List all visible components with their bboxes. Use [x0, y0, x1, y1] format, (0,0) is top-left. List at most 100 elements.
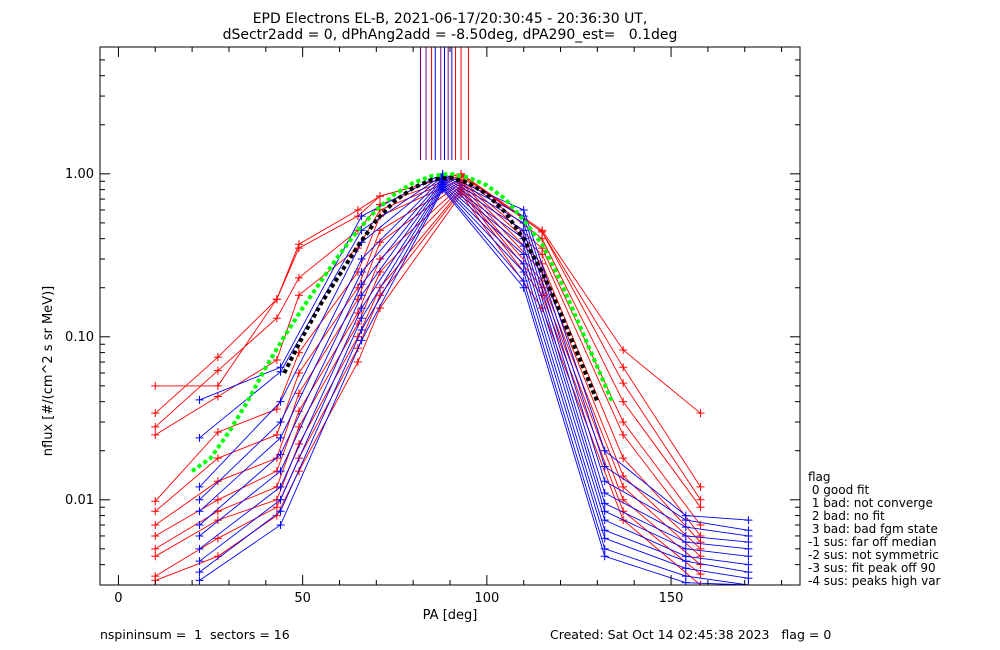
flag-legend-entry: 3 bad: bad fgm state	[808, 522, 938, 536]
data-point	[276, 507, 285, 516]
data-point	[519, 276, 528, 285]
flag-legend-entry: 2 bad: no fit	[808, 509, 885, 523]
data-point	[619, 379, 628, 388]
flag-legend-entry: -1 sus: far off median	[808, 535, 937, 549]
data-point	[213, 392, 222, 401]
data-point	[294, 273, 303, 282]
data-point	[195, 433, 204, 442]
flag-legend-entry: -3 sus: fit peak off 90	[808, 561, 936, 575]
data-point	[357, 267, 366, 276]
data-point	[151, 430, 160, 439]
data-point	[744, 538, 753, 547]
series-line	[199, 188, 749, 585]
data-point	[294, 389, 303, 398]
data-point	[357, 291, 366, 300]
data-point	[357, 280, 366, 289]
series-line	[154, 179, 701, 526]
data-point	[600, 552, 609, 561]
data-point	[600, 489, 609, 498]
data-point	[213, 534, 222, 543]
series-line	[155, 187, 701, 557]
flag-legend-entry: -2 sus: not symmetric	[808, 548, 939, 562]
data-point	[696, 552, 705, 561]
data-point	[195, 531, 204, 540]
series-line	[199, 174, 749, 531]
data-point	[276, 433, 285, 442]
data-point	[696, 409, 705, 418]
series-line	[155, 173, 701, 414]
data-point	[195, 544, 204, 553]
data-point	[357, 304, 366, 313]
data-point	[213, 454, 222, 463]
data-point	[538, 250, 547, 259]
data-point	[353, 283, 362, 292]
data-point	[357, 255, 366, 264]
data-point	[151, 531, 160, 540]
data-point	[272, 405, 281, 414]
data-point	[195, 521, 204, 530]
data-point	[744, 552, 753, 561]
footer-created-info: Created: Sat Oct 14 02:45:38 2023 flag =…	[550, 627, 832, 642]
data-point	[357, 212, 366, 221]
data-point	[294, 422, 303, 431]
data-point	[276, 495, 285, 504]
black-fit-curve	[282, 175, 600, 403]
data-point	[195, 557, 204, 566]
data-point	[195, 495, 204, 504]
data-point	[744, 581, 753, 585]
data-point	[519, 226, 528, 235]
data-point	[272, 356, 281, 365]
data-point	[213, 428, 222, 437]
series-line	[199, 185, 749, 579]
data-point	[681, 544, 690, 553]
data-point	[357, 336, 366, 345]
data-point	[619, 454, 628, 463]
data-point	[696, 503, 705, 512]
data-point	[744, 544, 753, 553]
data-point	[600, 462, 609, 471]
flag-legend-entry: 0 good fit	[808, 483, 870, 497]
data-point	[151, 544, 160, 553]
data-point	[272, 503, 281, 512]
plot-frame	[99, 46, 801, 586]
data-point	[744, 516, 753, 525]
data-point	[538, 227, 547, 236]
data-point	[619, 345, 628, 354]
series-line	[155, 188, 701, 565]
data-point	[619, 482, 628, 491]
flag-legend-entry: 1 bad: not converge	[808, 496, 933, 510]
data-point	[276, 482, 285, 491]
series-line	[155, 180, 701, 537]
data-point	[438, 185, 447, 194]
x-axis-label: PA [deg]	[423, 608, 478, 623]
data-point	[276, 521, 285, 530]
data-point	[357, 314, 366, 323]
data-point	[151, 497, 160, 506]
data-point	[294, 244, 303, 253]
data-point	[151, 507, 160, 516]
y-tick-label: 1.00	[65, 167, 94, 182]
data-point	[276, 418, 285, 427]
data-point	[276, 467, 285, 476]
data-point	[272, 314, 281, 323]
data-point	[213, 381, 222, 390]
data-point	[294, 407, 303, 416]
x-tick-label: 0	[114, 591, 122, 606]
series-line	[155, 184, 701, 550]
series-line	[199, 177, 749, 543]
data-point	[696, 538, 705, 547]
series-line	[155, 176, 701, 508]
data-point	[519, 283, 528, 292]
series-line	[199, 182, 749, 566]
series-line	[199, 183, 749, 573]
series-line	[154, 174, 701, 501]
data-point	[681, 564, 690, 573]
data-point	[696, 570, 705, 579]
data-point	[213, 477, 222, 486]
flag-legend-entry: -4 sus: peaks high var	[808, 574, 941, 588]
data-point	[696, 581, 705, 585]
y-axis-label: nflux [#/(cm^2 s sr MeV)]	[41, 286, 56, 456]
data-point	[294, 368, 303, 377]
data-point	[195, 568, 204, 577]
data-point	[681, 516, 690, 525]
